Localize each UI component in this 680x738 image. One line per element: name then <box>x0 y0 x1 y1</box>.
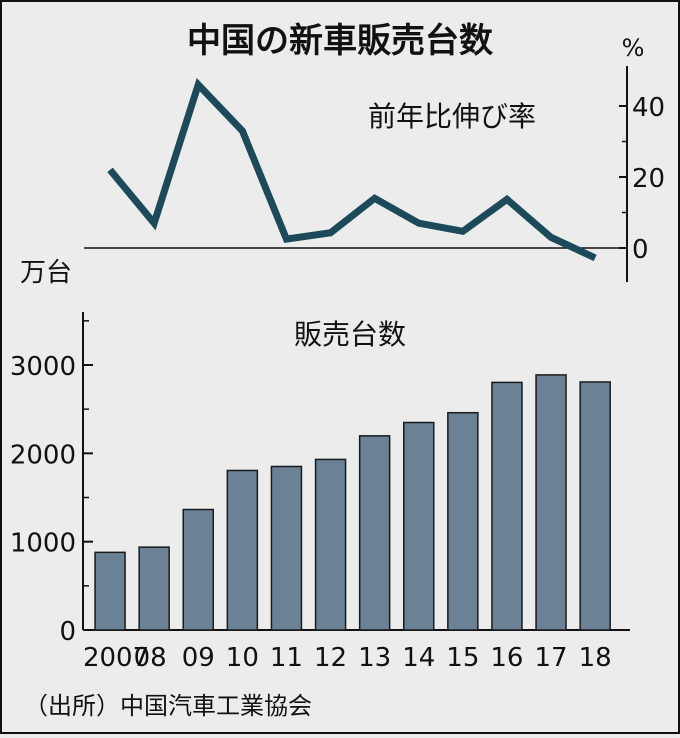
line-unit-label: % <box>622 34 645 62</box>
bar-series <box>95 375 610 630</box>
x-tick-label: 17 <box>535 643 568 673</box>
x-tick-label: 08 <box>134 643 167 673</box>
bar-series-label: 販売台数 <box>294 318 406 351</box>
bar <box>316 459 346 630</box>
bar <box>580 382 610 630</box>
line-y-tick-label: 0 <box>632 235 649 265</box>
chart-title: 中国の新車販売台数 <box>187 21 493 61</box>
bar <box>139 547 169 630</box>
x-tick-label: 15 <box>446 643 479 673</box>
bar <box>404 423 434 630</box>
x-tick-label: 11 <box>270 643 303 673</box>
x-tick-label: 12 <box>314 643 347 673</box>
x-tick-label: 10 <box>226 643 259 673</box>
bar-y-tick-label: 0 <box>59 617 76 647</box>
line-y-tick-label: 20 <box>632 164 665 194</box>
x-tick-label: 18 <box>579 643 612 673</box>
bar-y-tick-label: 2000 <box>10 440 76 470</box>
source-note: （出所）中国汽車工業協会 <box>24 692 312 720</box>
bar <box>492 382 522 630</box>
bar <box>183 510 213 630</box>
x-tick-label: 16 <box>490 643 523 673</box>
bar-y-tick-label: 3000 <box>10 352 76 382</box>
bar <box>95 552 125 630</box>
bar-unit-label: 万台 <box>20 258 72 288</box>
bar <box>360 436 390 630</box>
bar <box>536 375 566 630</box>
bar-y-tick-label: 1000 <box>10 529 76 559</box>
x-tick-label: 09 <box>182 643 215 673</box>
x-tick-label: 14 <box>402 643 435 673</box>
bar <box>448 413 478 630</box>
line-series-label: 前年比伸び率 <box>368 100 536 133</box>
line-y-tick-label: 40 <box>632 93 665 123</box>
bar <box>227 470 257 630</box>
bar <box>271 466 301 630</box>
x-tick-label: 13 <box>358 643 391 673</box>
